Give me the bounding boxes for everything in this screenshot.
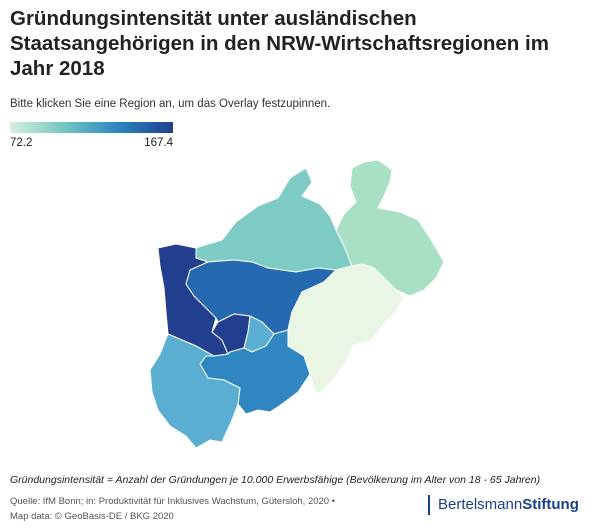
bertelsmann-stiftung-logo[interactable]: BertelsmannStiftung [428,495,579,515]
region-aachen[interactable] [149,333,241,449]
region-muensterland[interactable] [194,167,353,273]
logo-part-1: Bertelsmann [438,496,523,513]
source-line-1: Quelle: IfM Bonn; in: Produktivität für … [10,496,336,507]
logo-part-2: Stiftung [522,496,579,513]
region-suedwestfalen[interactable] [287,263,405,395]
legend-min-label: 72.2 [10,137,33,149]
source-line-2: Map data: © GeoBasis-DE / BKG 2020 [10,511,174,522]
chart-subtitle: Bitte klicken Sie eine Region an, um das… [10,98,331,110]
nrw-region-map [149,159,445,449]
color-legend: 72.2 167.4 [10,122,176,149]
chart-title: Gründungsintensität unter ausländischen … [10,7,549,80]
legend-gradient-bar [10,122,173,133]
source-text: Quelle: IfM Bonn; in: Produktivität für … [10,494,335,524]
legend-max-label: 167.4 [144,137,173,149]
region-ostwestfalen-lippe[interactable] [335,159,445,297]
footnote: Gründungsintensität = Anzahl der Gründun… [10,474,541,486]
